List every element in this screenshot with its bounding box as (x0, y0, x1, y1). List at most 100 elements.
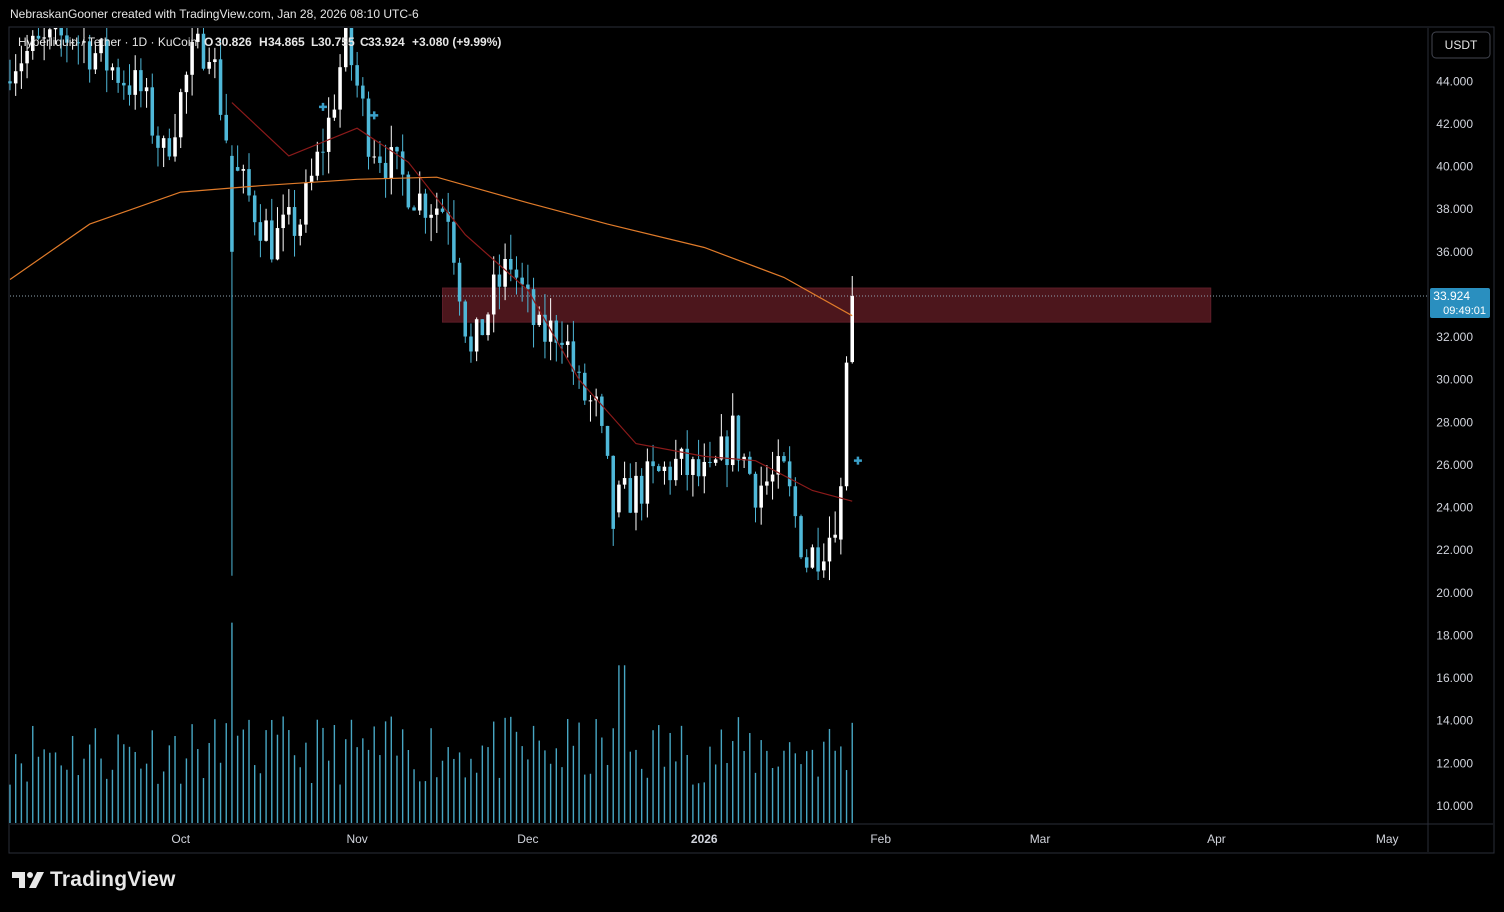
candle-body (674, 458, 678, 481)
candle-body (668, 466, 672, 481)
volume-bar (851, 722, 853, 823)
volume-bar (100, 758, 102, 823)
candle-body (338, 67, 342, 110)
trade-marker (370, 111, 379, 120)
candle-body (759, 485, 763, 508)
candle-body (452, 221, 456, 263)
volume-bar (20, 763, 23, 823)
candle-body (144, 87, 149, 92)
candle-body (497, 274, 502, 287)
volume-bar (606, 764, 609, 823)
candle-body (218, 59, 223, 115)
candle-body (457, 262, 462, 302)
candle-body (782, 456, 786, 462)
y-tick-label: 16.000 (1436, 671, 1473, 685)
candle-body (770, 474, 775, 482)
volume-bar (549, 763, 552, 823)
x-tick-label: Mar (1030, 832, 1051, 846)
volume-bar (749, 733, 751, 823)
candle-body (8, 81, 12, 84)
volume-bar (322, 727, 324, 823)
candle-body (70, 42, 75, 44)
candle-body (679, 448, 684, 459)
legend-close: 33.924 (368, 35, 405, 49)
volume-bar (180, 783, 182, 823)
candle-body (201, 33, 206, 69)
candle-body (309, 175, 314, 183)
volume-bar (697, 783, 700, 823)
volume-bar (578, 722, 580, 823)
price-tag-countdown: 09:49:01 (1443, 305, 1486, 317)
y-tick-label: 30.000 (1436, 373, 1473, 387)
candle-body (65, 35, 69, 43)
candle-body (577, 371, 581, 373)
trade-marker (853, 456, 862, 465)
candle-body (469, 336, 473, 352)
candle-body (167, 138, 172, 157)
x-tick-label: Apr (1207, 832, 1226, 846)
volume-bar (26, 781, 28, 823)
candle-body (59, 28, 63, 36)
volume-bar (293, 755, 296, 823)
candle-body (235, 167, 240, 171)
volume-bar (800, 764, 802, 823)
volume-bar (561, 767, 563, 823)
candle-body (110, 67, 115, 71)
volume-bar (14, 754, 17, 823)
candle-body (776, 456, 781, 475)
candle-body (298, 224, 302, 236)
candle-body (87, 41, 92, 70)
volume-bar (367, 749, 370, 823)
candle-body (372, 156, 376, 158)
volume-bar (236, 735, 239, 823)
candle-body (127, 85, 132, 95)
candle-body (509, 258, 513, 270)
candle-body (514, 269, 519, 278)
volume-bar (259, 773, 262, 823)
volume-bar (834, 750, 836, 823)
candle-body (252, 195, 257, 223)
volume-bar (612, 728, 614, 823)
volume-bar (49, 752, 51, 823)
candle-body (99, 39, 103, 54)
candle-body (651, 461, 655, 467)
volume-bar (151, 730, 153, 823)
volume-bar (362, 738, 364, 823)
volume-bar (441, 760, 444, 823)
volume-bar (743, 751, 745, 823)
volume-bar (350, 719, 353, 823)
volume-bar (271, 719, 273, 823)
y-tick-label: 22.000 (1436, 543, 1473, 557)
candle-body (270, 220, 274, 260)
x-tick-label: Feb (870, 832, 891, 846)
volume-bar (771, 767, 774, 823)
y-tick-label: 36.000 (1436, 245, 1473, 259)
volume-bar (447, 747, 449, 823)
volume-bar (589, 773, 592, 823)
volume-bar (538, 740, 540, 823)
candle-body (753, 473, 758, 508)
volume-bar (37, 756, 40, 823)
volume-bar (242, 729, 245, 823)
candle-body (133, 70, 137, 95)
candle-body (446, 211, 450, 222)
x-tick-label: 2026 (691, 832, 718, 846)
candle-body (13, 71, 18, 84)
volume-bar (794, 753, 797, 823)
candle-body (713, 459, 718, 463)
candle-body (600, 396, 604, 426)
volume-bar (703, 782, 705, 823)
candle-body (639, 475, 644, 504)
candle-body (287, 207, 291, 215)
volume-bar (732, 741, 734, 823)
candle-body (622, 478, 627, 485)
volume-bar (111, 769, 114, 823)
currency-button[interactable]: USDT (1431, 31, 1491, 59)
volume-bar (88, 744, 91, 823)
candle-body (685, 448, 689, 475)
candle-body (634, 475, 638, 513)
candle-body (787, 461, 792, 487)
candle-body (526, 284, 530, 290)
candle-body (116, 67, 120, 83)
